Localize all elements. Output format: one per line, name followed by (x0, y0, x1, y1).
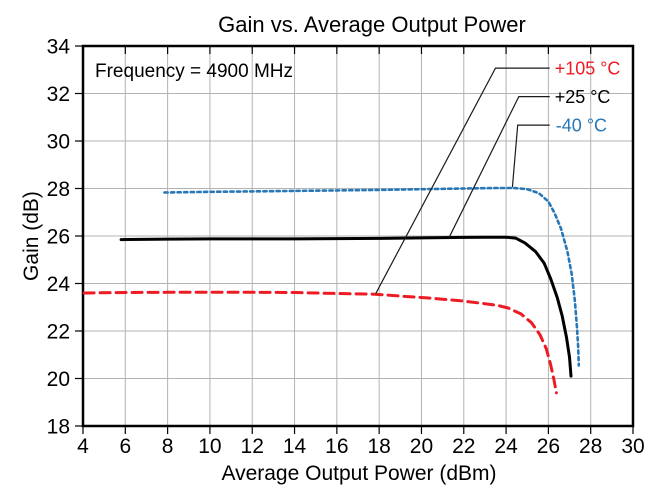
y-tick-label-34: 34 (47, 36, 71, 59)
x-tick-label-12: 12 (241, 435, 264, 458)
curve-25-c (119, 235, 573, 378)
y-tick-label-26: 26 (47, 226, 70, 249)
x-tick-label-24: 24 (494, 435, 518, 458)
legend-leader-25-c (448, 95, 550, 238)
legend-label-105-c: +105 °C (555, 59, 621, 79)
curve-layer (82, 186, 581, 395)
legend-leader-105-c (375, 67, 550, 294)
axis-tick-layer (75, 45, 634, 434)
y-axis-label: Gain (dB) (20, 191, 43, 281)
x-tick-label-26: 26 (537, 435, 560, 458)
x-tick-label-30: 30 (621, 435, 644, 458)
y-tick-label-30: 30 (47, 131, 70, 154)
x-tick-label-18: 18 (367, 435, 390, 458)
y-tick-label-28: 28 (47, 178, 70, 201)
curve-40-c (163, 186, 581, 367)
tick-label-layer: 4 6 8 10 12 14 16 18 20 22 24 26 28 30 18 20 22 24 26 28 30 3… (47, 36, 645, 459)
x-axis-label: Average Output Power (dBm) (221, 462, 496, 485)
x-tick-label-8: 8 (162, 435, 174, 458)
legend-callout-layer (375, 67, 550, 294)
y-tick-label-22: 22 (47, 321, 70, 344)
frequency-annotation: Frequency = 4900 MHz (95, 61, 293, 82)
y-tick-label-32: 32 (47, 83, 70, 106)
x-tick-label-22: 22 (452, 435, 475, 458)
y-tick-label-24: 24 (47, 273, 71, 296)
y-tick-label-18: 18 (47, 416, 70, 439)
x-tick-label-28: 28 (579, 435, 602, 458)
legend-label-40-c: -40 °C (556, 116, 607, 136)
legend-label-layer: +105 °C +25 °C -40 °C (555, 59, 621, 136)
x-tick-label-6: 6 (119, 435, 131, 458)
curve-105-c (82, 290, 558, 395)
x-tick-label-14: 14 (283, 435, 307, 458)
legend-leader-40-c (511, 124, 550, 188)
chart-title: Gain vs. Average Output Power (218, 12, 526, 37)
legend-label-25-c: +25 °C (555, 87, 611, 107)
x-tick-label-16: 16 (325, 435, 348, 458)
x-tick-label-20: 20 (410, 435, 433, 458)
y-tick-label-20: 20 (47, 368, 70, 391)
x-tick-label-4: 4 (77, 435, 89, 458)
x-tick-label-10: 10 (198, 435, 221, 458)
